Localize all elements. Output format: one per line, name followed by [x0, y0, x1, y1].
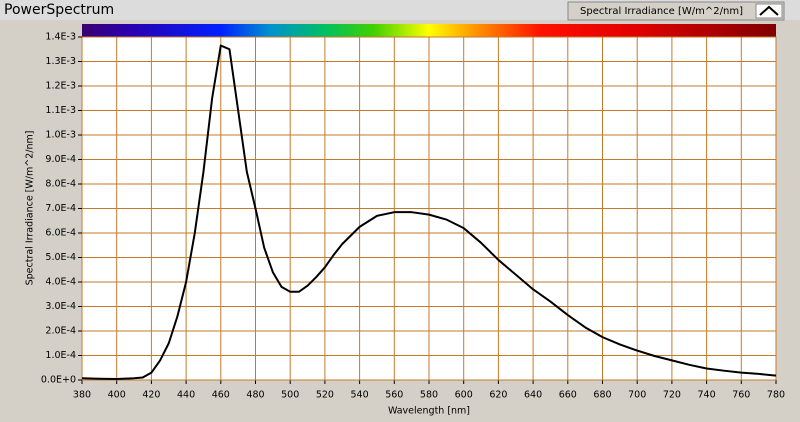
x-tick-label: 760 — [732, 390, 750, 401]
x-tick-label: 520 — [316, 390, 334, 401]
y-tick-label: 7.0E-4 — [45, 203, 76, 214]
x-tick-label: 560 — [385, 390, 403, 401]
legend-box — [567, 1, 785, 21]
y-tick-label: 1.2E-3 — [45, 81, 76, 92]
x-tick-label: 660 — [559, 390, 577, 401]
x-tick-label: 780 — [767, 390, 785, 401]
x-tick-label: 500 — [281, 390, 299, 401]
y-tick-label: 1.0E-3 — [45, 130, 76, 141]
y-axis-label: Spectral Irradiance [W/m^2/nm] — [25, 131, 36, 286]
y-tick-label: 2.0E-4 — [45, 326, 76, 337]
x-tick-label: 600 — [455, 390, 473, 401]
y-tick-label: 1.0E-4 — [45, 350, 76, 361]
x-tick-label: 580 — [420, 390, 438, 401]
x-tick-label: 720 — [663, 390, 681, 401]
y-tick-label: 3.0E-4 — [45, 301, 76, 312]
x-tick-label: 740 — [698, 390, 716, 401]
y-tick-label: 4.0E-4 — [45, 277, 76, 288]
y-tick-label: 1.4E-3 — [45, 32, 76, 43]
x-tick-label: 620 — [489, 390, 507, 401]
x-tick-label: 440 — [177, 390, 195, 401]
x-tick-label: 400 — [108, 390, 126, 401]
x-tick-label: 640 — [524, 390, 542, 401]
x-tick-label: 420 — [142, 390, 160, 401]
series-line — [81, 44, 777, 381]
y-tick-label: 1.3E-3 — [45, 56, 76, 67]
y-tick-label: 8.0E-4 — [45, 179, 76, 190]
legend-icon-box — [755, 3, 783, 19]
y-tick-label: 6.0E-4 — [45, 228, 76, 239]
spectrum-bar — [82, 24, 776, 37]
x-tick-label: 480 — [246, 390, 264, 401]
marks — [81, 44, 777, 381]
legend-label: Spectral Irradiance [W/m^2/nm] — [580, 6, 743, 17]
x-tick-label: 700 — [628, 390, 646, 401]
y-tick-label: 9.0E-4 — [45, 154, 76, 165]
x-tick-label: 380 — [73, 390, 91, 401]
legend-swatch — [759, 5, 779, 16]
x-tick-label: 540 — [351, 390, 369, 401]
y-tick-label: 0.0E+0 — [41, 375, 76, 386]
chart-title: PowerSpectrum — [4, 2, 114, 18]
y-tick-label: 5.0E-4 — [45, 252, 76, 263]
y-tick-label: 1.1E-3 — [45, 105, 76, 116]
x-axis-label: Wavelength [nm] — [388, 406, 470, 417]
x-tick-label: 680 — [593, 390, 611, 401]
grid — [78, 36, 777, 384]
x-tick-label: 460 — [212, 390, 230, 401]
